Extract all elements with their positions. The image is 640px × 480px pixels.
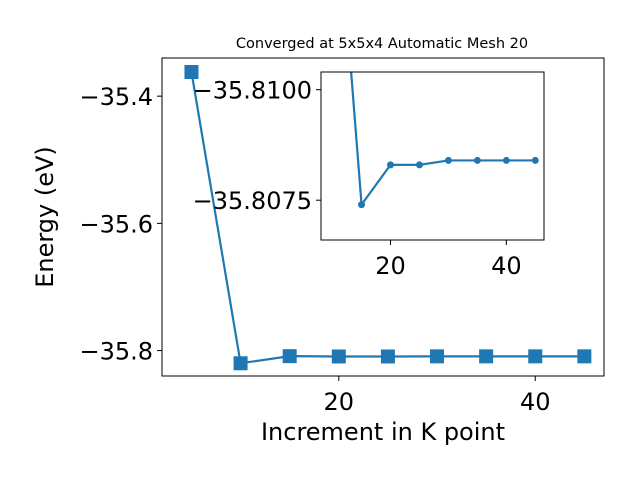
inset-series	[350, 72, 539, 209]
data-point	[444, 156, 452, 164]
data-point	[358, 201, 366, 209]
series-line	[350, 72, 536, 208]
main-plot-frame	[161, 57, 605, 377]
data-point	[528, 349, 543, 364]
main-x-ticks: 20 40	[324, 376, 551, 416]
data-point	[282, 349, 297, 364]
y-tick-label: −35.4	[79, 83, 153, 111]
y-tick-label: −35.8100	[193, 77, 312, 105]
x-tick-label: 20	[375, 252, 406, 280]
data-point	[502, 156, 510, 164]
inset-background	[321, 72, 544, 240]
y-tick-label: −35.8075	[193, 187, 312, 215]
data-point	[473, 156, 481, 164]
x-tick-label: 20	[324, 388, 355, 416]
main-y-ticks: −35.8 −35.6 −35.4	[79, 83, 162, 366]
y-tick-label: −35.6	[79, 210, 153, 238]
main-chart: Converged at 5x5x4 Automatic Mesh 20 20 4…	[31, 36, 605, 446]
data-point	[430, 349, 445, 364]
data-point	[577, 349, 592, 364]
data-point	[331, 349, 346, 364]
y-axis-label: Energy (eV)	[31, 146, 59, 288]
y-tick-label: −35.8	[79, 338, 153, 366]
data-point	[233, 356, 248, 371]
inset-plot-frame	[320, 71, 545, 241]
inset-chart: 20 40 −35.8075−35.8100	[193, 71, 545, 280]
x-tick-label: 40	[491, 252, 522, 280]
data-point	[479, 349, 494, 364]
inset-x-ticks: 20 40	[375, 240, 522, 280]
inset-y-ticks: −35.8075 −35.8100	[193, 77, 321, 215]
data-point	[387, 161, 395, 169]
data-point	[531, 156, 539, 164]
data-point	[380, 349, 395, 364]
main-series	[184, 64, 592, 371]
x-axis-label: Increment in K point	[261, 418, 505, 446]
chart-title: Converged at 5x5x4 Automatic Mesh 20	[236, 36, 528, 52]
data-point	[184, 64, 199, 79]
data-point	[415, 161, 423, 169]
x-tick-label: 40	[520, 388, 551, 416]
